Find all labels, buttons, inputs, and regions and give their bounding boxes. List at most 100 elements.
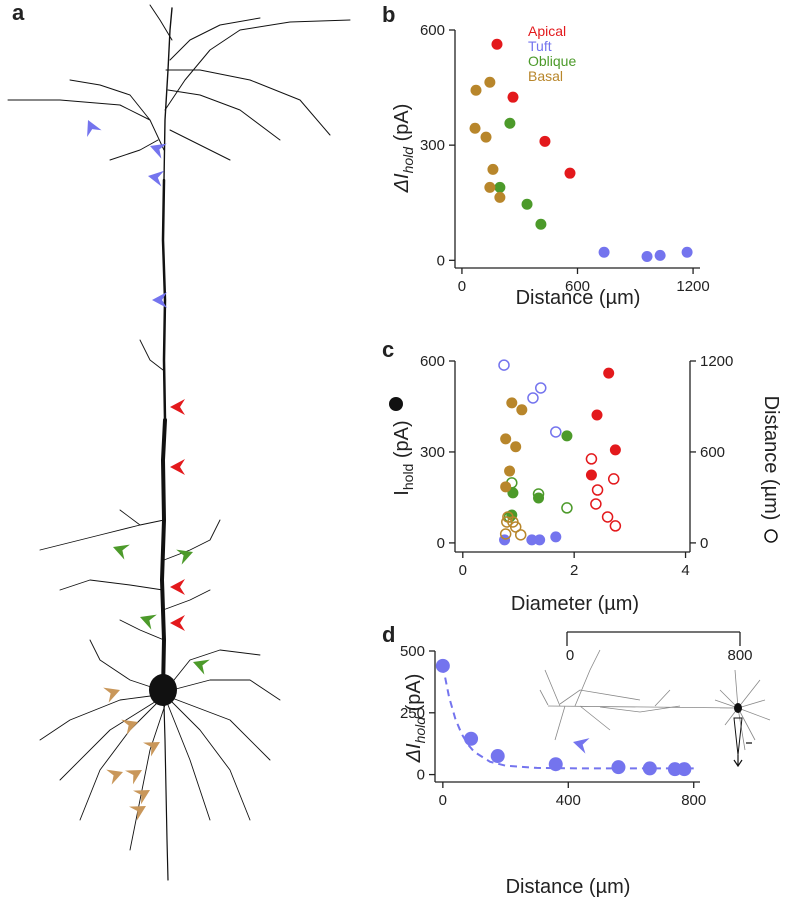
data-point — [435, 658, 450, 673]
y-tick-label: 300 — [420, 137, 445, 154]
data-point — [514, 529, 527, 541]
data-point — [609, 444, 621, 456]
data-point — [535, 218, 547, 230]
filled-marker-key — [389, 397, 403, 411]
legend-entry: Apical — [528, 23, 566, 39]
x-tick-label: 1200 — [676, 278, 709, 295]
data-point — [591, 484, 604, 496]
x-axis-label: Diameter (µm) — [511, 593, 639, 615]
data-point — [484, 76, 496, 88]
panel-label: d — [382, 622, 395, 647]
y-axis-label: Ihold (pA) — [391, 420, 416, 495]
x-tick-label: 0 — [458, 278, 466, 295]
data-point — [500, 433, 512, 445]
data-point — [564, 167, 576, 179]
arrowhead — [170, 459, 185, 475]
inset-scale-label: 0 — [566, 647, 574, 664]
data-point — [607, 473, 620, 485]
y-tick-label: 500 — [400, 643, 425, 660]
data-point — [641, 250, 653, 262]
data-point — [464, 731, 479, 746]
x-tick-label: 600 — [565, 278, 590, 295]
y-axis-label: ΔIhold (pA) — [403, 674, 428, 764]
arrowhead — [190, 654, 210, 675]
data-point — [510, 441, 522, 453]
data-point — [469, 122, 481, 134]
y-axis-label-part: (pA) — [391, 420, 413, 463]
data-point — [480, 131, 492, 143]
data-point — [533, 492, 545, 504]
y-axis-label-part: ΔI — [403, 743, 425, 763]
arrowhead — [170, 399, 185, 415]
data-point — [681, 246, 693, 258]
y-axis-label-part: I — [391, 490, 413, 496]
panel-label: a — [12, 0, 25, 25]
data-point — [494, 181, 506, 193]
neuron — [7, 4, 351, 881]
x-tick-label: 2 — [570, 562, 578, 579]
y-axis-label-part: (pA) — [403, 674, 425, 717]
arrowhead — [106, 764, 126, 785]
arrowhead — [80, 116, 102, 137]
y-axis-label-part: hold — [412, 716, 428, 744]
data-point — [535, 382, 547, 394]
data-point — [507, 91, 519, 103]
data-point — [499, 528, 512, 540]
y-axis-label-part: (pA) — [391, 104, 413, 147]
y2-tick-label: 600 — [700, 444, 725, 461]
inset-neuron — [539, 649, 771, 768]
arrowhead — [137, 609, 157, 630]
data-point — [611, 760, 626, 775]
y-axis-label-part: hold — [400, 146, 416, 174]
data-point — [561, 430, 573, 442]
arrowhead — [170, 615, 185, 631]
y-tick-label: 0 — [437, 252, 445, 269]
legend-entry: Tuft — [528, 38, 552, 54]
data-point — [490, 749, 505, 764]
y-tick-label: 0 — [437, 535, 445, 552]
data-point — [561, 502, 573, 514]
data-point — [501, 516, 513, 528]
x-tick-label: 4 — [681, 562, 689, 579]
data-point — [603, 367, 615, 379]
data-point — [539, 135, 551, 147]
inset-scale-label: 800 — [727, 647, 752, 664]
y2-axis-label: Distance (µm) — [760, 396, 782, 521]
data-point — [491, 38, 503, 50]
arrowhead — [121, 714, 141, 735]
y2-tick-label: 1200 — [700, 353, 733, 370]
data-point — [550, 426, 562, 438]
data-point — [504, 117, 516, 129]
panel-label: c — [382, 337, 394, 362]
y2-tick-label: 0 — [700, 535, 708, 552]
data-point — [654, 249, 666, 261]
y-tick-label: 250 — [400, 705, 425, 722]
data-point — [527, 392, 539, 404]
arrowhead — [170, 579, 185, 595]
data-point — [590, 498, 602, 510]
arrowhead — [110, 539, 130, 560]
x-tick-label: 400 — [556, 792, 581, 809]
data-point — [504, 465, 516, 477]
arrowhead — [125, 763, 146, 785]
data-point — [585, 453, 598, 465]
data-point — [677, 762, 692, 777]
y-tick-label: 600 — [420, 22, 445, 39]
y-axis-label-part: ΔI — [391, 173, 413, 193]
arrowhead — [133, 783, 154, 805]
data-point — [591, 409, 603, 421]
soma — [149, 674, 177, 706]
panel-label: b — [382, 2, 395, 27]
legend-entry: Oblique — [528, 53, 576, 69]
data-point — [609, 520, 622, 532]
data-point — [585, 469, 597, 481]
y-tick-label: 0 — [417, 767, 425, 784]
fit-curve — [441, 665, 694, 770]
y-tick-label: 600 — [420, 353, 445, 370]
data-point — [509, 521, 522, 533]
data-point — [532, 488, 545, 500]
x-axis-label: Distance (µm) — [516, 287, 641, 309]
data-point — [526, 534, 538, 546]
data-point — [507, 487, 519, 499]
